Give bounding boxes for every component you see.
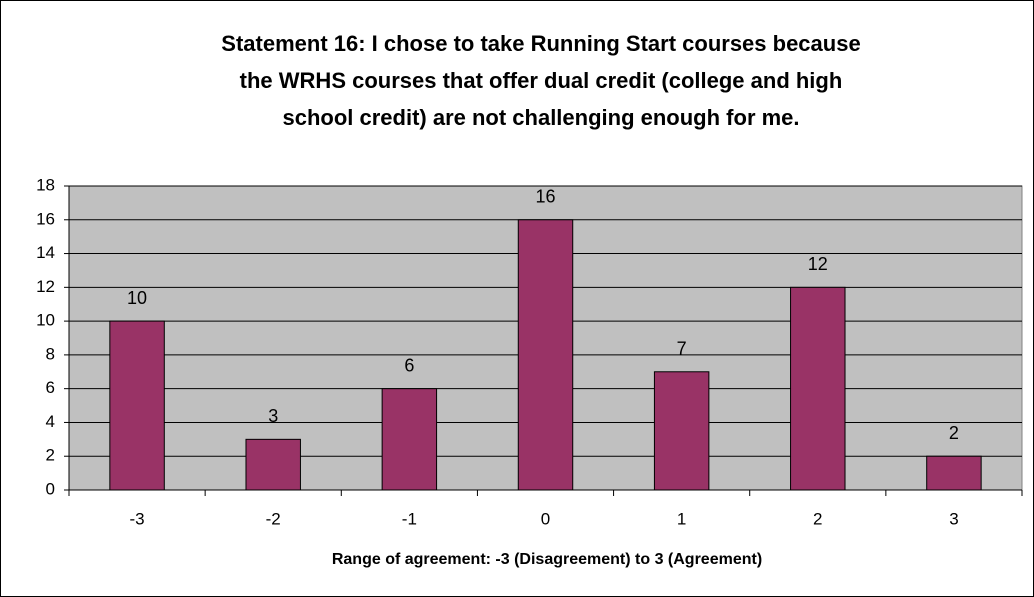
bar (926, 455, 982, 491)
x-tick-label: 0 (541, 509, 550, 528)
y-tick-label: 4 (46, 412, 55, 431)
y-tick-label: 10 (36, 311, 55, 330)
y-tick-label: 2 (46, 446, 55, 465)
x-tick-label: 2 (813, 509, 822, 528)
y-tick-label: 8 (46, 344, 55, 363)
bar (245, 438, 301, 491)
chart-title: the WRHS courses that offer dual credit … (240, 68, 843, 93)
bar (517, 219, 574, 491)
value-label: 10 (127, 288, 147, 308)
value-label: 16 (535, 187, 555, 207)
bar (381, 388, 438, 491)
bar (653, 371, 710, 491)
x-tick-label: 3 (949, 509, 958, 528)
bar (790, 286, 846, 491)
x-tick-label: -3 (130, 509, 145, 528)
value-label: 6 (404, 355, 414, 375)
x-tick-label: 1 (677, 509, 686, 528)
x-axis-title: Range of agreement: -3 (Disagreement) to… (332, 551, 762, 568)
y-tick-label: 0 (46, 479, 55, 498)
x-tick-label: -2 (266, 509, 281, 528)
y-tick-label: 14 (36, 243, 55, 262)
y-tick-label: 16 (36, 209, 55, 228)
value-label: 7 (677, 339, 687, 359)
bar (109, 320, 165, 491)
y-tick-label: 18 (36, 175, 55, 194)
chart-title: school credit) are not challenging enoug… (282, 105, 799, 130)
chart-title: Statement 16: I chose to take Running St… (221, 31, 860, 56)
y-tick-label: 6 (46, 378, 55, 397)
value-label: 12 (808, 254, 828, 274)
x-tick-label: -1 (402, 509, 417, 528)
y-tick-label: 12 (36, 277, 55, 296)
value-label: 2 (949, 423, 959, 443)
value-label: 3 (268, 406, 278, 426)
